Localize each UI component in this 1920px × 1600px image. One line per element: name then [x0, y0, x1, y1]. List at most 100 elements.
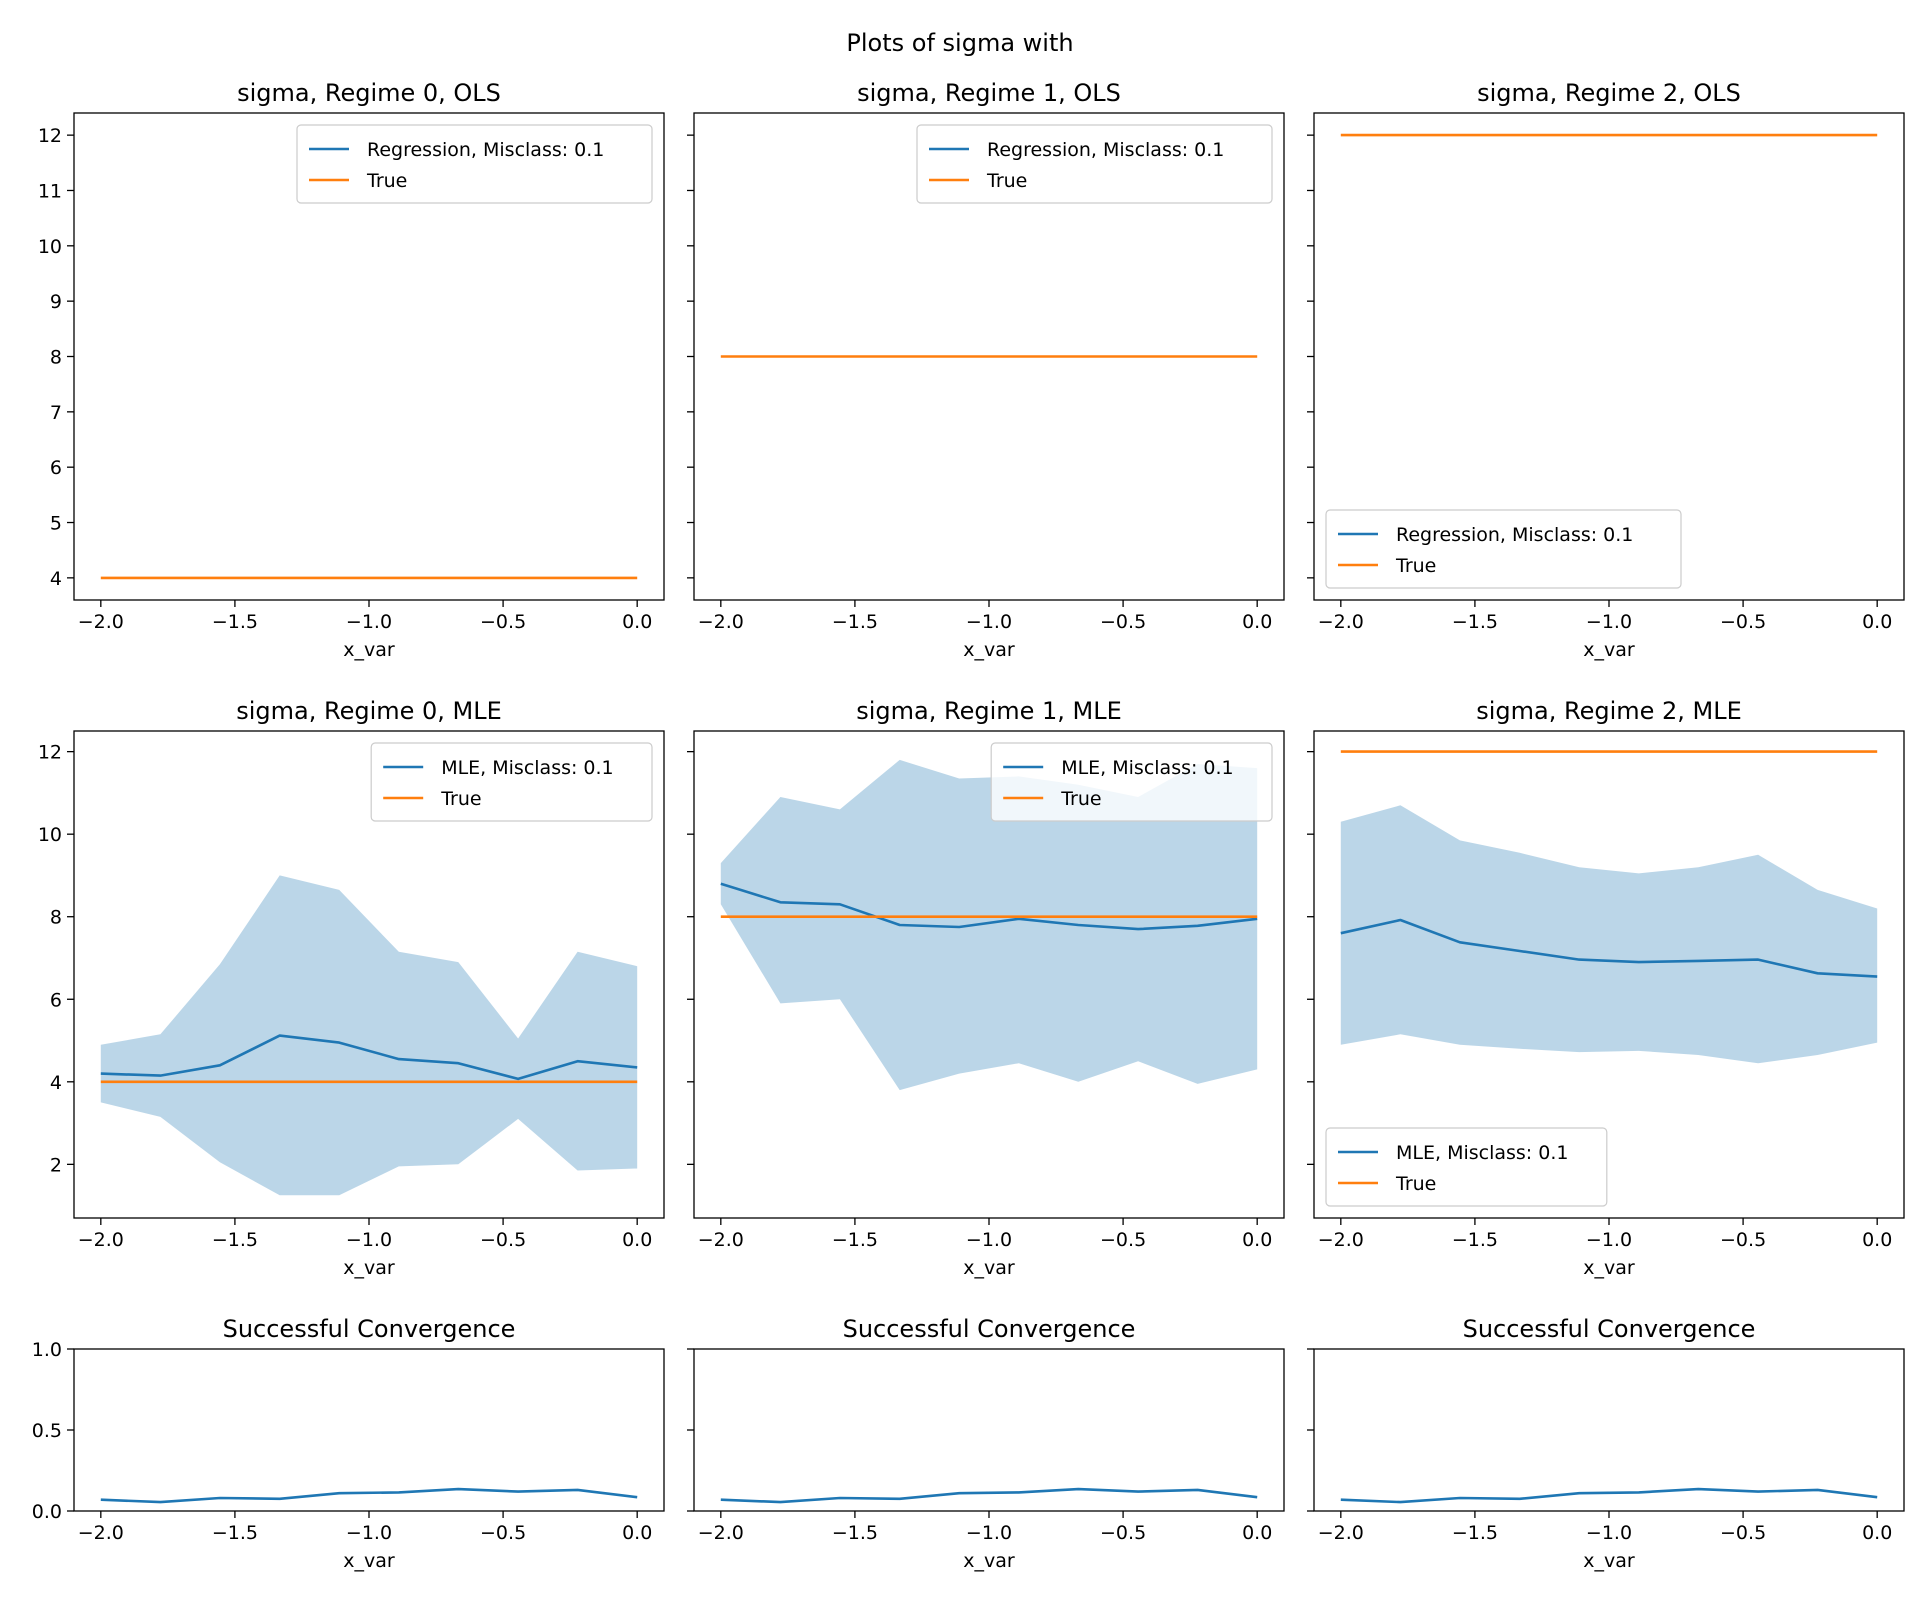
legend-entry-label: MLE, Misclass: 0.1: [1396, 1142, 1568, 1164]
legend: Regression, Misclass: 0.1 True: [916, 124, 1273, 204]
figure-title: Plots of sigma with: [846, 29, 1073, 57]
x-tick-label: −0.5: [1720, 1522, 1766, 1544]
x-axis-label: x_var: [1583, 639, 1635, 661]
x-tick-label: −1.5: [212, 1229, 258, 1251]
y-tick-label: 4: [50, 568, 62, 590]
legend-box: [370, 742, 653, 822]
panel-conv-1: Successful Convergence −2.0 −1.5 −1.0 −0.5 0.…: [687, 1315, 1285, 1572]
y-tick-label: 7: [50, 402, 62, 424]
x-tick-label: −0.5: [480, 611, 526, 633]
series-line-estimate: [1340, 918, 1878, 978]
y-tick-label: 11: [38, 180, 62, 202]
x-axis-label: x_var: [1583, 1257, 1635, 1279]
chart-panels: sigma, Regime 0, OLS −2.0 −1.5 −1.0 −0.5 0.0 x…: [32, 79, 1905, 1572]
x-tick-label: −1.0: [1586, 1522, 1632, 1544]
x-axis-label: x_var: [343, 1550, 395, 1572]
plot-area: [100, 875, 638, 1196]
x-tick-label: −1.5: [212, 1522, 258, 1544]
y-tick-label: 6: [50, 989, 62, 1011]
x-tick-label: −0.5: [480, 1229, 526, 1251]
legend-box: [1325, 509, 1682, 589]
legend-entry-label: True: [1395, 555, 1436, 577]
x-tick-label: −1.0: [1586, 611, 1632, 633]
legend-entry-label: MLE, Misclass: 0.1: [441, 757, 613, 779]
plot-area: [720, 1487, 1258, 1504]
plot-area: [1340, 750, 1878, 1064]
panel-title: sigma, Regime 1, MLE: [856, 697, 1122, 725]
panel-title: sigma, Regime 2, MLE: [1476, 697, 1742, 725]
x-tick-label: −1.0: [346, 1229, 392, 1251]
panel-title: sigma, Regime 2, OLS: [1477, 79, 1741, 107]
x-tick-label: −1.0: [346, 611, 392, 633]
x-tick-label: −1.0: [966, 1522, 1012, 1544]
legend-entry-label: True: [440, 788, 481, 810]
panel-mle-1: sigma, Regime 1, MLE −2.0 −1.5 −1.0 −0.5 0.0 x…: [687, 697, 1285, 1279]
confidence-band: [1340, 805, 1878, 1064]
legend-box: [1325, 1127, 1608, 1207]
x-tick-label: −0.5: [1100, 1522, 1146, 1544]
x-tick-label: −2.0: [1318, 611, 1364, 633]
x-tick-label: −1.5: [212, 611, 258, 633]
x-tick-label: −2.0: [78, 1522, 124, 1544]
legend-box: [990, 742, 1273, 822]
y-tick-label: 0.0: [32, 1501, 62, 1523]
x-tick-label: 0.0: [1242, 1522, 1272, 1544]
x-tick-label: −2.0: [1318, 1522, 1364, 1544]
x-tick-label: −2.0: [698, 1522, 744, 1544]
x-axis-label: x_var: [343, 639, 395, 661]
panel-title: Successful Convergence: [223, 1315, 516, 1343]
panel-mle-2: sigma, Regime 2, MLE −2.0 −1.5 −1.0 −0.5 0.0 x…: [1307, 697, 1905, 1279]
x-tick-label: −1.5: [1452, 1229, 1498, 1251]
panel-conv-0: Successful Convergence −2.0 −1.5 −1.0 −0.5 0.…: [32, 1315, 665, 1572]
x-tick-label: 0.0: [1242, 1229, 1272, 1251]
panel-title: sigma, Regime 0, OLS: [237, 79, 501, 107]
x-tick-label: −1.5: [832, 611, 878, 633]
y-tick-label: 12: [38, 125, 62, 147]
legend-entry-label: True: [366, 170, 407, 192]
legend: Regression, Misclass: 0.1 True: [296, 124, 653, 204]
panel-ols-1: sigma, Regime 1, OLS −2.0 −1.5 −1.0 −0.5 0.0 x…: [687, 79, 1285, 661]
x-tick-label: 0.0: [622, 1522, 652, 1544]
y-tick-label: 8: [50, 907, 62, 929]
plot-area: [1340, 1487, 1878, 1504]
legend-entry-label: True: [1395, 1173, 1436, 1195]
legend-entry-label: True: [986, 170, 1027, 192]
legend-box: [296, 124, 653, 204]
x-axis-label: x_var: [963, 1550, 1015, 1572]
y-tick-label: 12: [38, 742, 62, 764]
series-line-estimate: [100, 1034, 638, 1081]
legend: MLE, Misclass: 0.1 True: [1325, 1127, 1608, 1207]
legend-entry-label: True: [1060, 788, 1101, 810]
x-tick-label: −1.5: [832, 1229, 878, 1251]
axes-frame: [1313, 1348, 1905, 1512]
x-axis-label: x_var: [963, 1257, 1015, 1279]
legend-entry-label: MLE, Misclass: 0.1: [1061, 757, 1233, 779]
x-tick-label: −1.5: [832, 1522, 878, 1544]
y-tick-label: 6: [50, 457, 62, 479]
y-tick-label: 10: [38, 824, 62, 846]
panel-title: Successful Convergence: [1463, 1315, 1756, 1343]
x-tick-label: 0.0: [1242, 611, 1272, 633]
legend: MLE, Misclass: 0.1 True: [370, 742, 653, 822]
panel-title: sigma, Regime 1, OLS: [857, 79, 1121, 107]
x-tick-label: 0.0: [1862, 611, 1892, 633]
panel-ols-0: sigma, Regime 0, OLS −2.0 −1.5 −1.0 −0.5 0.0 x…: [38, 79, 665, 661]
y-tick-label: 1.0: [32, 1339, 62, 1361]
legend: Regression, Misclass: 0.1 True: [1325, 509, 1682, 589]
x-tick-label: −0.5: [1720, 1229, 1766, 1251]
plot-area: [100, 1487, 638, 1504]
axes-frame: [73, 1348, 665, 1512]
panel-mle-0: sigma, Regime 0, MLE −2.0 −1.5 −1.0 −0.5 0.0 x…: [38, 697, 665, 1279]
x-tick-label: 0.0: [1862, 1229, 1892, 1251]
y-tick-label: 10: [38, 236, 62, 258]
y-tick-label: 0.5: [32, 1420, 62, 1442]
x-tick-label: −2.0: [698, 1229, 744, 1251]
x-tick-label: 0.0: [622, 611, 652, 633]
legend-entry-label: Regression, Misclass: 0.1: [1396, 524, 1633, 546]
legend-entry-label: Regression, Misclass: 0.1: [367, 139, 604, 161]
series-line-estimate: [100, 1487, 638, 1504]
x-tick-label: −1.0: [346, 1522, 392, 1544]
legend-entry-label: Regression, Misclass: 0.1: [987, 139, 1224, 161]
x-tick-label: −1.0: [966, 1229, 1012, 1251]
